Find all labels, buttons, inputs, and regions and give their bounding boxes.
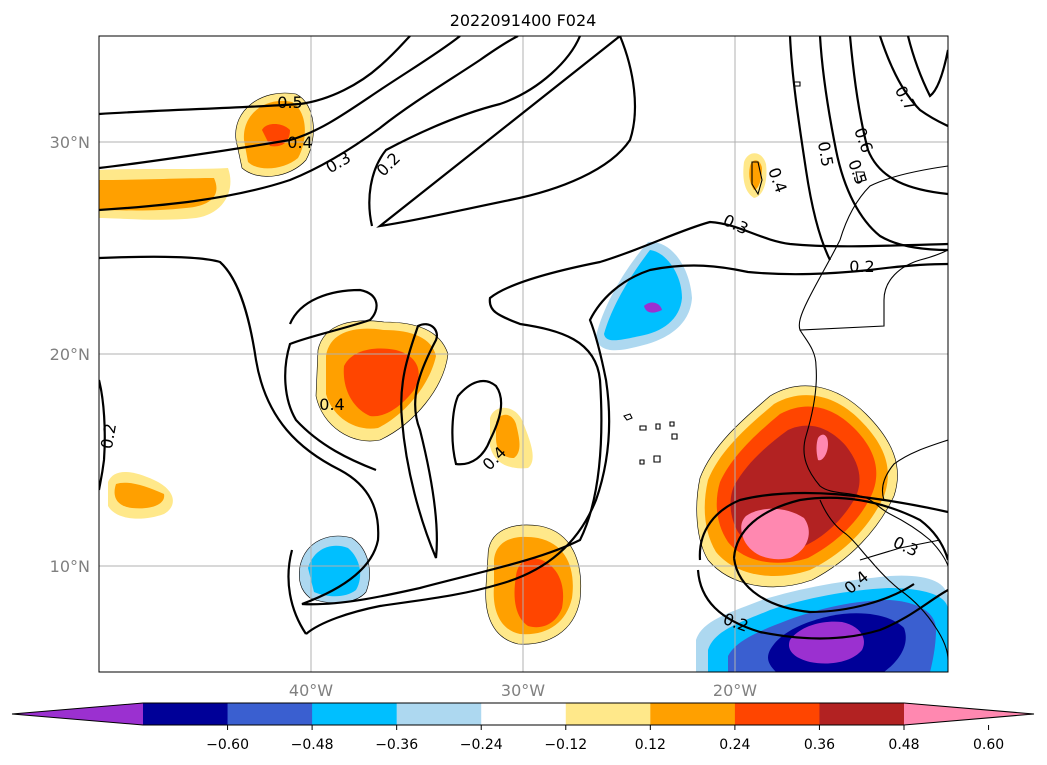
map-area: 0.5 0.4 0.3 0.2 0.3 0.2 0.4 0.4 0.2 0.5 … — [97, 36, 948, 672]
colorbar-tick-label: 0.36 — [804, 737, 835, 753]
colorbar-tick-label: 0.48 — [888, 737, 919, 753]
map-title: 2022091400 F024 — [450, 11, 597, 30]
colorbar-segment — [312, 703, 398, 725]
contour-label: 0.5 — [277, 93, 302, 112]
contour-label: 0.5 — [814, 140, 837, 168]
contour-label: 0.4 — [319, 395, 344, 414]
longitude-labels: 40°W 30°W 20°W — [289, 681, 757, 700]
lon-label-20w: 20°W — [713, 681, 757, 700]
contour-label: 0.4 — [287, 133, 312, 152]
coastlines — [623, 81, 948, 661]
colorbar-tick-label: 0.24 — [719, 737, 750, 753]
colorbar-extend-high — [904, 703, 1034, 725]
colorbar-segment — [227, 703, 313, 725]
contour-lines — [99, 36, 948, 640]
colorbar-tick-label: −0.36 — [375, 737, 418, 753]
lon-label-40w: 40°W — [289, 681, 333, 700]
colorbar-segment — [143, 703, 229, 725]
colorbar: −0.60 −0.48 −0.36 −0.24 −0.12 0.12 0.24 0.36 0.4… — [11, 702, 1035, 753]
lat-label-20n: 20°N — [50, 345, 90, 364]
colorbar-tick-label: −0.12 — [544, 737, 587, 753]
map-frame — [98, 35, 949, 673]
latitude-labels: 30°N 20°N 10°N — [50, 133, 90, 576]
colorbar-segment — [565, 703, 651, 725]
colorbar-segment — [650, 703, 736, 725]
shade-outlines — [235, 92, 898, 645]
colorbar-tick-label: 0.60 — [973, 737, 1004, 753]
colorbar-segment — [734, 703, 820, 725]
contour-label: 0.2 — [849, 257, 874, 276]
colorbar-segment — [481, 703, 567, 725]
colorbar-segment — [396, 703, 482, 725]
lon-label-30w: 30°W — [501, 681, 545, 700]
contour-label: 0.2 — [97, 422, 120, 450]
lat-label-30n: 30°N — [50, 133, 90, 152]
colorbar-tick-label: −0.60 — [206, 737, 249, 753]
colorbar-tick-label: −0.24 — [460, 737, 503, 753]
lat-label-10n: 10°N — [50, 557, 90, 576]
colorbar-tick-label: 0.12 — [635, 737, 666, 753]
colorbar-extend-low — [12, 703, 143, 725]
colorbar-outline — [11, 702, 1035, 726]
colorbar-tick-label: −0.48 — [291, 737, 334, 753]
colorbar-segment — [819, 703, 905, 725]
